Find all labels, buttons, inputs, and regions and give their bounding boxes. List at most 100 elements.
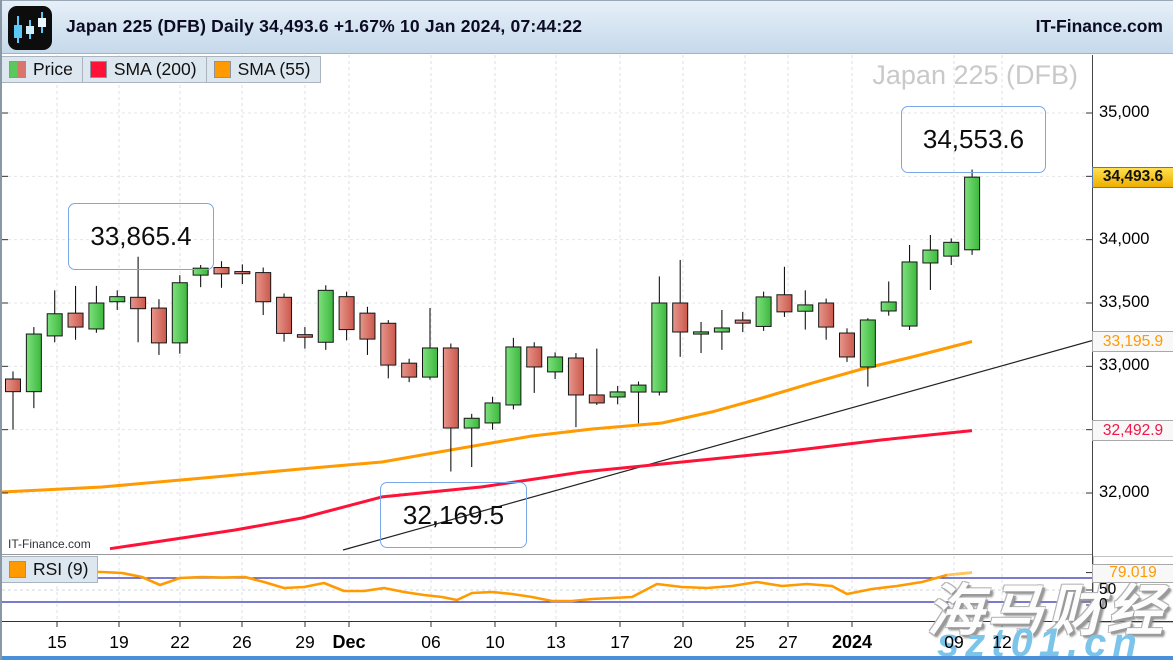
candle-down[interactable] — [442, 347, 459, 429]
price-annotation-box[interactable]: 33,865.4 — [68, 203, 214, 270]
candle-up[interactable] — [109, 296, 126, 303]
rsi-axis-label: 0 — [1099, 596, 1108, 613]
header: Japan 225 (DFB) Daily 34,493.6 +1.67% 10… — [2, 0, 1173, 54]
x-axis-label-15: 15 — [47, 632, 67, 652]
candle-up[interactable] — [964, 176, 981, 251]
sma200-color-swatch-icon — [89, 61, 107, 78]
candle-up[interactable] — [943, 241, 960, 257]
candle-up[interactable] — [46, 313, 63, 337]
legend-price-chip[interactable]: Price — [2, 56, 83, 83]
candle-up[interactable] — [171, 282, 188, 344]
candle-up[interactable] — [25, 333, 42, 393]
candle-down[interactable] — [296, 334, 313, 338]
legend-price-label: Price — [33, 59, 73, 79]
price-axis-label: 35,000 — [1099, 103, 1150, 121]
legend-sma55-chip[interactable]: SMA (55) — [205, 56, 321, 83]
candle-up[interactable] — [88, 302, 105, 330]
price-marker-orangetxt: 33,195.9 — [1092, 331, 1173, 353]
x-axis-label-22: 22 — [170, 632, 190, 652]
candle-up[interactable] — [422, 347, 438, 378]
price-axis-label: 34,000 — [1099, 229, 1150, 248]
candle-down[interactable] — [818, 302, 835, 328]
candle-up[interactable] — [484, 402, 501, 424]
legend: Price SMA (200) SMA (55) — [2, 56, 321, 83]
legend-sma200-label: SMA (200) — [113, 59, 197, 79]
x-axis-label-25: 25 — [735, 632, 755, 652]
candle-down[interactable] — [401, 362, 418, 378]
candle-up[interactable] — [609, 391, 626, 398]
instrument-title: Japan 225 (DFB) Daily 34,493.6 +1.67% 10… — [66, 16, 583, 36]
candlestick-logo-icon — [14, 11, 46, 43]
candle-up[interactable] — [505, 346, 522, 406]
candle-up[interactable] — [901, 261, 918, 327]
candle-up[interactable] — [755, 296, 772, 327]
price-marker-redtxt: 32,492.9 — [1092, 420, 1173, 442]
site-watermark-small: IT-Finance.com — [5, 537, 94, 551]
candle-up[interactable] — [463, 417, 480, 429]
candle-down[interactable] — [130, 296, 147, 310]
x-axis-label-12: 12 — [992, 632, 1012, 652]
app-logo-icon[interactable] — [8, 5, 52, 50]
x-axis-label-06: 06 — [421, 632, 441, 652]
candle-down[interactable] — [255, 272, 272, 303]
candle-up[interactable] — [880, 301, 897, 312]
sma55-color-swatch-icon — [213, 61, 231, 78]
candle-down[interactable] — [67, 312, 84, 328]
x-axis-label-29: 29 — [295, 632, 315, 652]
candle-up[interactable] — [317, 289, 334, 343]
x-axis-label-20: 20 — [673, 632, 693, 652]
legend-rsi-label: RSI (9) — [33, 559, 89, 579]
x-axis-label-19: 19 — [109, 632, 129, 652]
candle-down[interactable] — [213, 267, 230, 275]
bottom-window-border — [2, 656, 1173, 660]
candle-up[interactable] — [922, 249, 939, 264]
trendline[interactable] — [342, 340, 1092, 551]
sma200-line[interactable] — [109, 429, 973, 551]
panel-separator — [2, 554, 1092, 555]
candle-down[interactable] — [734, 319, 751, 324]
x-axis-label-26: 26 — [232, 632, 252, 652]
rsi-value-marker: 79.019 — [1092, 563, 1173, 583]
candle-down[interactable] — [839, 332, 855, 358]
x-axis-label-Dec: Dec — [332, 632, 366, 652]
rsi-current-segment — [946, 571, 973, 577]
candle-up[interactable] — [651, 302, 668, 393]
candle-down[interactable] — [276, 296, 293, 334]
candle-down[interactable] — [567, 357, 584, 396]
rsi-line[interactable] — [2, 570, 973, 603]
x-axis-label-2024: 2024 — [831, 632, 873, 652]
legend-rsi-chip[interactable]: RSI (9) — [2, 556, 99, 583]
rsi-panel — [2, 556, 1092, 621]
chart-title-watermark: Japan 225 (DFB) — [872, 60, 1078, 90]
x-axis-label-10: 10 — [485, 632, 505, 652]
candle-up[interactable] — [192, 267, 209, 276]
candle-down[interactable] — [359, 312, 376, 340]
candle-up[interactable] — [547, 356, 564, 373]
candle-down[interactable] — [776, 294, 793, 313]
x-axis-label-27: 27 — [778, 632, 798, 652]
candle-up[interactable] — [797, 304, 814, 312]
sma55-line[interactable] — [2, 340, 973, 494]
price-marker-gold: 34,493.6 — [1092, 166, 1173, 188]
candle-down[interactable] — [380, 322, 397, 366]
candle-down[interactable] — [672, 302, 689, 333]
candle-up[interactable] — [630, 384, 647, 393]
candle-down[interactable] — [588, 394, 605, 404]
candle-down[interactable] — [338, 296, 355, 331]
candle-up[interactable] — [713, 327, 730, 333]
candle-up[interactable] — [693, 331, 710, 335]
candle-down[interactable] — [526, 346, 543, 368]
cn-watermark: 海马财经 — [927, 579, 1167, 642]
brand-name: IT-Finance.com — [1035, 16, 1163, 36]
price-annotation-box[interactable]: 34,553.6 — [901, 106, 1046, 173]
legend-sma200-chip[interactable]: SMA (200) — [81, 56, 207, 83]
candle-down[interactable] — [5, 378, 21, 393]
x-axis-label-09: 09 — [944, 632, 964, 652]
candle-down[interactable] — [234, 271, 251, 275]
candle-down[interactable] — [150, 307, 167, 344]
candle-up[interactable] — [859, 319, 876, 368]
price-annotation-box[interactable]: 32,169.5 — [380, 482, 527, 548]
url-watermark: szt01.cn — [937, 621, 1143, 660]
